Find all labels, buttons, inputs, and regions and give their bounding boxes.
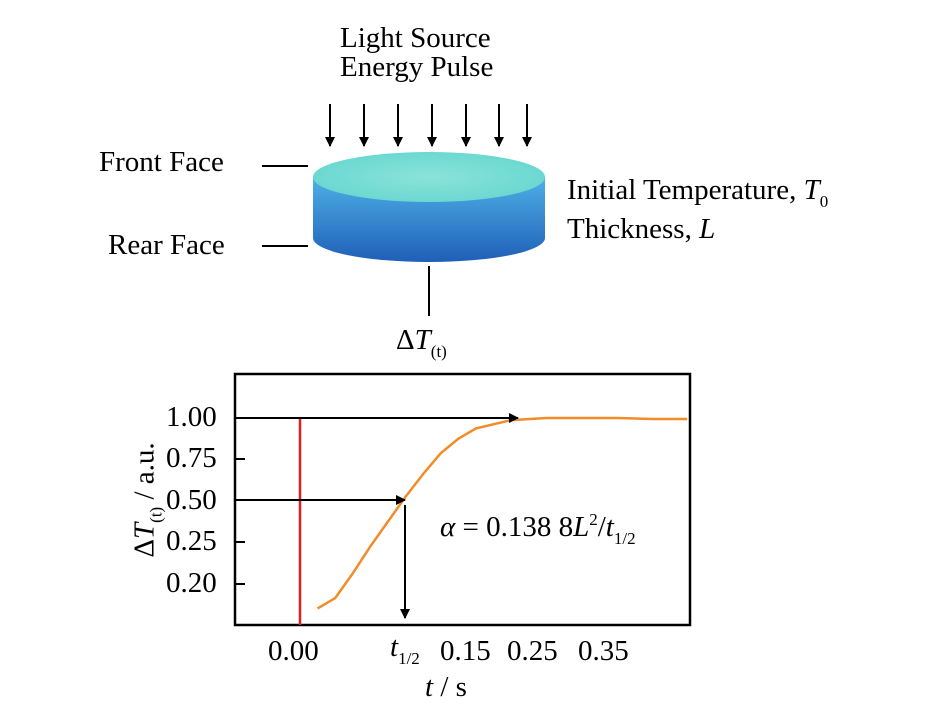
x-tick-label: 0.15 [440, 635, 491, 667]
light-source-label: Light Source [340, 22, 491, 54]
y-tick-label: 0.25 [166, 525, 217, 557]
pulse-arrows [325, 104, 532, 147]
x-tick-label: 0.00 [268, 635, 319, 667]
x-tick-label: 0.35 [578, 635, 629, 667]
thermogram-chart [233, 372, 692, 627]
delta-t-label: ΔT(t) [396, 324, 447, 361]
y-tick-label: 1.00 [166, 401, 217, 433]
front-face-label: Front Face [99, 146, 224, 178]
temperature-rise-curve [316, 416, 688, 610]
initial-temperature-label: Initial Temperature, T0 [567, 174, 829, 211]
thickness-label: Thickness, L [567, 213, 716, 245]
x-tick-label: 0.25 [507, 635, 558, 667]
y-tick-label: 0.75 [166, 442, 217, 474]
diffusivity-equation: α = 0.138 8L2/t1/2 [440, 510, 636, 548]
x-tick-label-half-time: t1/2 [390, 631, 420, 668]
x-axis-label: t / s [425, 671, 467, 703]
sample-disc [313, 152, 545, 262]
y-axis-label: ΔT(t) / a.u. [128, 442, 166, 558]
y-tick-label: 0.50 [166, 484, 217, 516]
disc-top-face [313, 152, 545, 202]
energy-pulse-label: Energy Pulse [340, 51, 494, 83]
y-tick-label: 0.20 [166, 567, 217, 599]
rear-face-label: Rear Face [108, 229, 225, 261]
